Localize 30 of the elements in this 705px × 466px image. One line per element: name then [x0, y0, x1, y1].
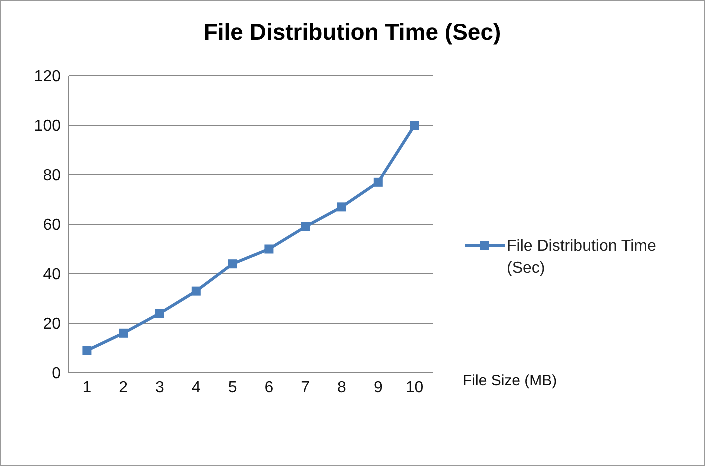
x-tick-label: 8 — [338, 379, 347, 396]
x-tick-label: 5 — [228, 379, 238, 396]
x-tick-label: 6 — [264, 379, 274, 396]
x-tick-label: 2 — [119, 379, 128, 396]
point — [192, 286, 201, 296]
y-tick-label: 20 — [43, 316, 62, 334]
y-tick-label: 120 — [34, 68, 62, 86]
y-tick-label: 40 — [43, 266, 62, 284]
point — [119, 328, 128, 338]
x-axis-title: File Size (MB) — [463, 372, 558, 390]
point — [156, 309, 164, 318]
x-tick-label: 3 — [156, 379, 165, 396]
chart-title: File Distribution Time (Sec) — [202, 19, 502, 46]
y-tick-label: 0 — [52, 366, 62, 383]
point — [264, 244, 274, 254]
x-tick-label: 7 — [301, 379, 310, 396]
legend-label: File Distribution Time (Sec) — [507, 237, 658, 279]
point — [301, 222, 310, 232]
y-tick-label: 60 — [43, 217, 62, 234]
x-tick-label: 10 — [406, 379, 424, 396]
x-tick-label: 9 — [374, 379, 383, 396]
x-tick-label: 1 — [82, 379, 92, 396]
point — [410, 121, 420, 130]
y-tick-label: 100 — [34, 118, 62, 136]
point — [228, 260, 238, 269]
point — [374, 178, 383, 187]
point — [338, 202, 346, 212]
y-tick-label: 80 — [43, 168, 62, 185]
point — [82, 346, 92, 356]
x-tick-label: 4 — [192, 379, 201, 396]
